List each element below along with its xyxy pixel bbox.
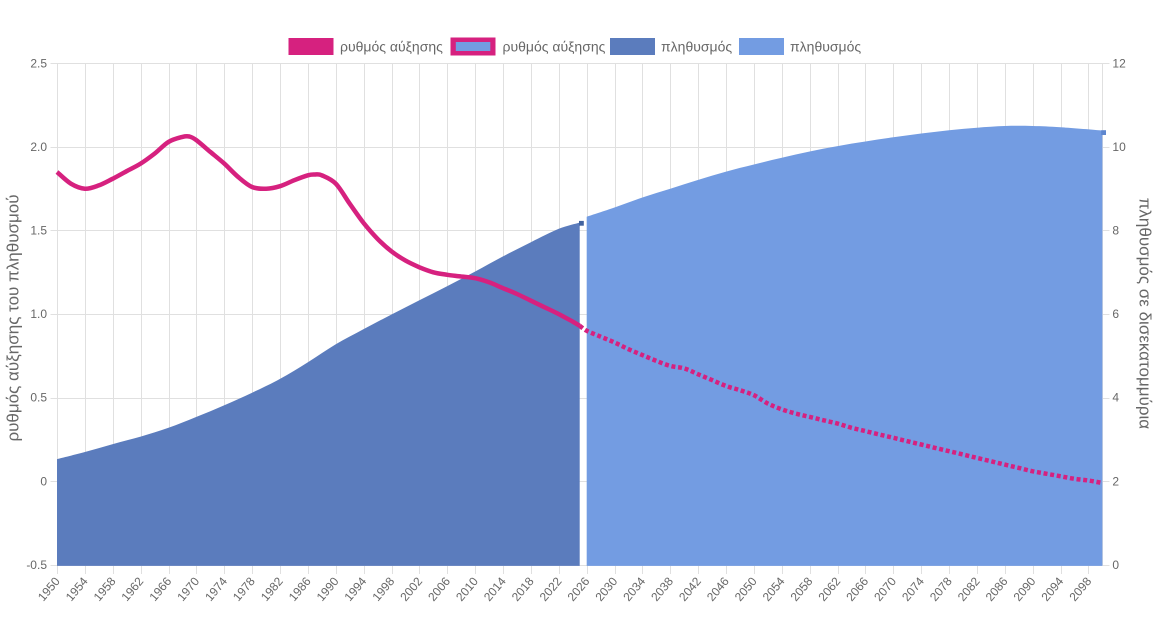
svg-text:-0.5: -0.5 [26,558,47,572]
svg-text:12: 12 [1112,56,1126,70]
svg-text:1.5: 1.5 [30,224,47,238]
svg-text:10: 10 [1112,140,1126,154]
svg-text:ρυθμός αύξησης του πληθυσμού: ρυθμός αύξησης του πληθυσμού [4,194,23,441]
svg-text:πληθυσμός: πληθυσμός [661,38,732,54]
svg-text:ρυθμός αύξησης: ρυθμός αύξησης [503,38,606,54]
svg-text:0.5: 0.5 [30,391,47,405]
svg-text:0: 0 [1112,558,1119,572]
svg-text:2.5: 2.5 [30,56,47,70]
svg-text:ρυθμός αύξησης: ρυθμός αύξησης [340,38,443,54]
svg-text:2.0: 2.0 [30,140,47,154]
svg-text:1.0: 1.0 [30,307,47,321]
svg-text:4: 4 [1112,391,1119,405]
svg-text:2: 2 [1112,474,1119,488]
svg-text:8: 8 [1112,224,1119,238]
svg-text:0: 0 [40,474,47,488]
svg-text:πληθυσμός: πληθυσμός [790,38,861,54]
svg-text:πληθυσμός σε δισεκατομμύρια: πληθυσμός σε δισεκατομμύρια [1136,198,1155,430]
svg-text:6: 6 [1112,307,1119,321]
